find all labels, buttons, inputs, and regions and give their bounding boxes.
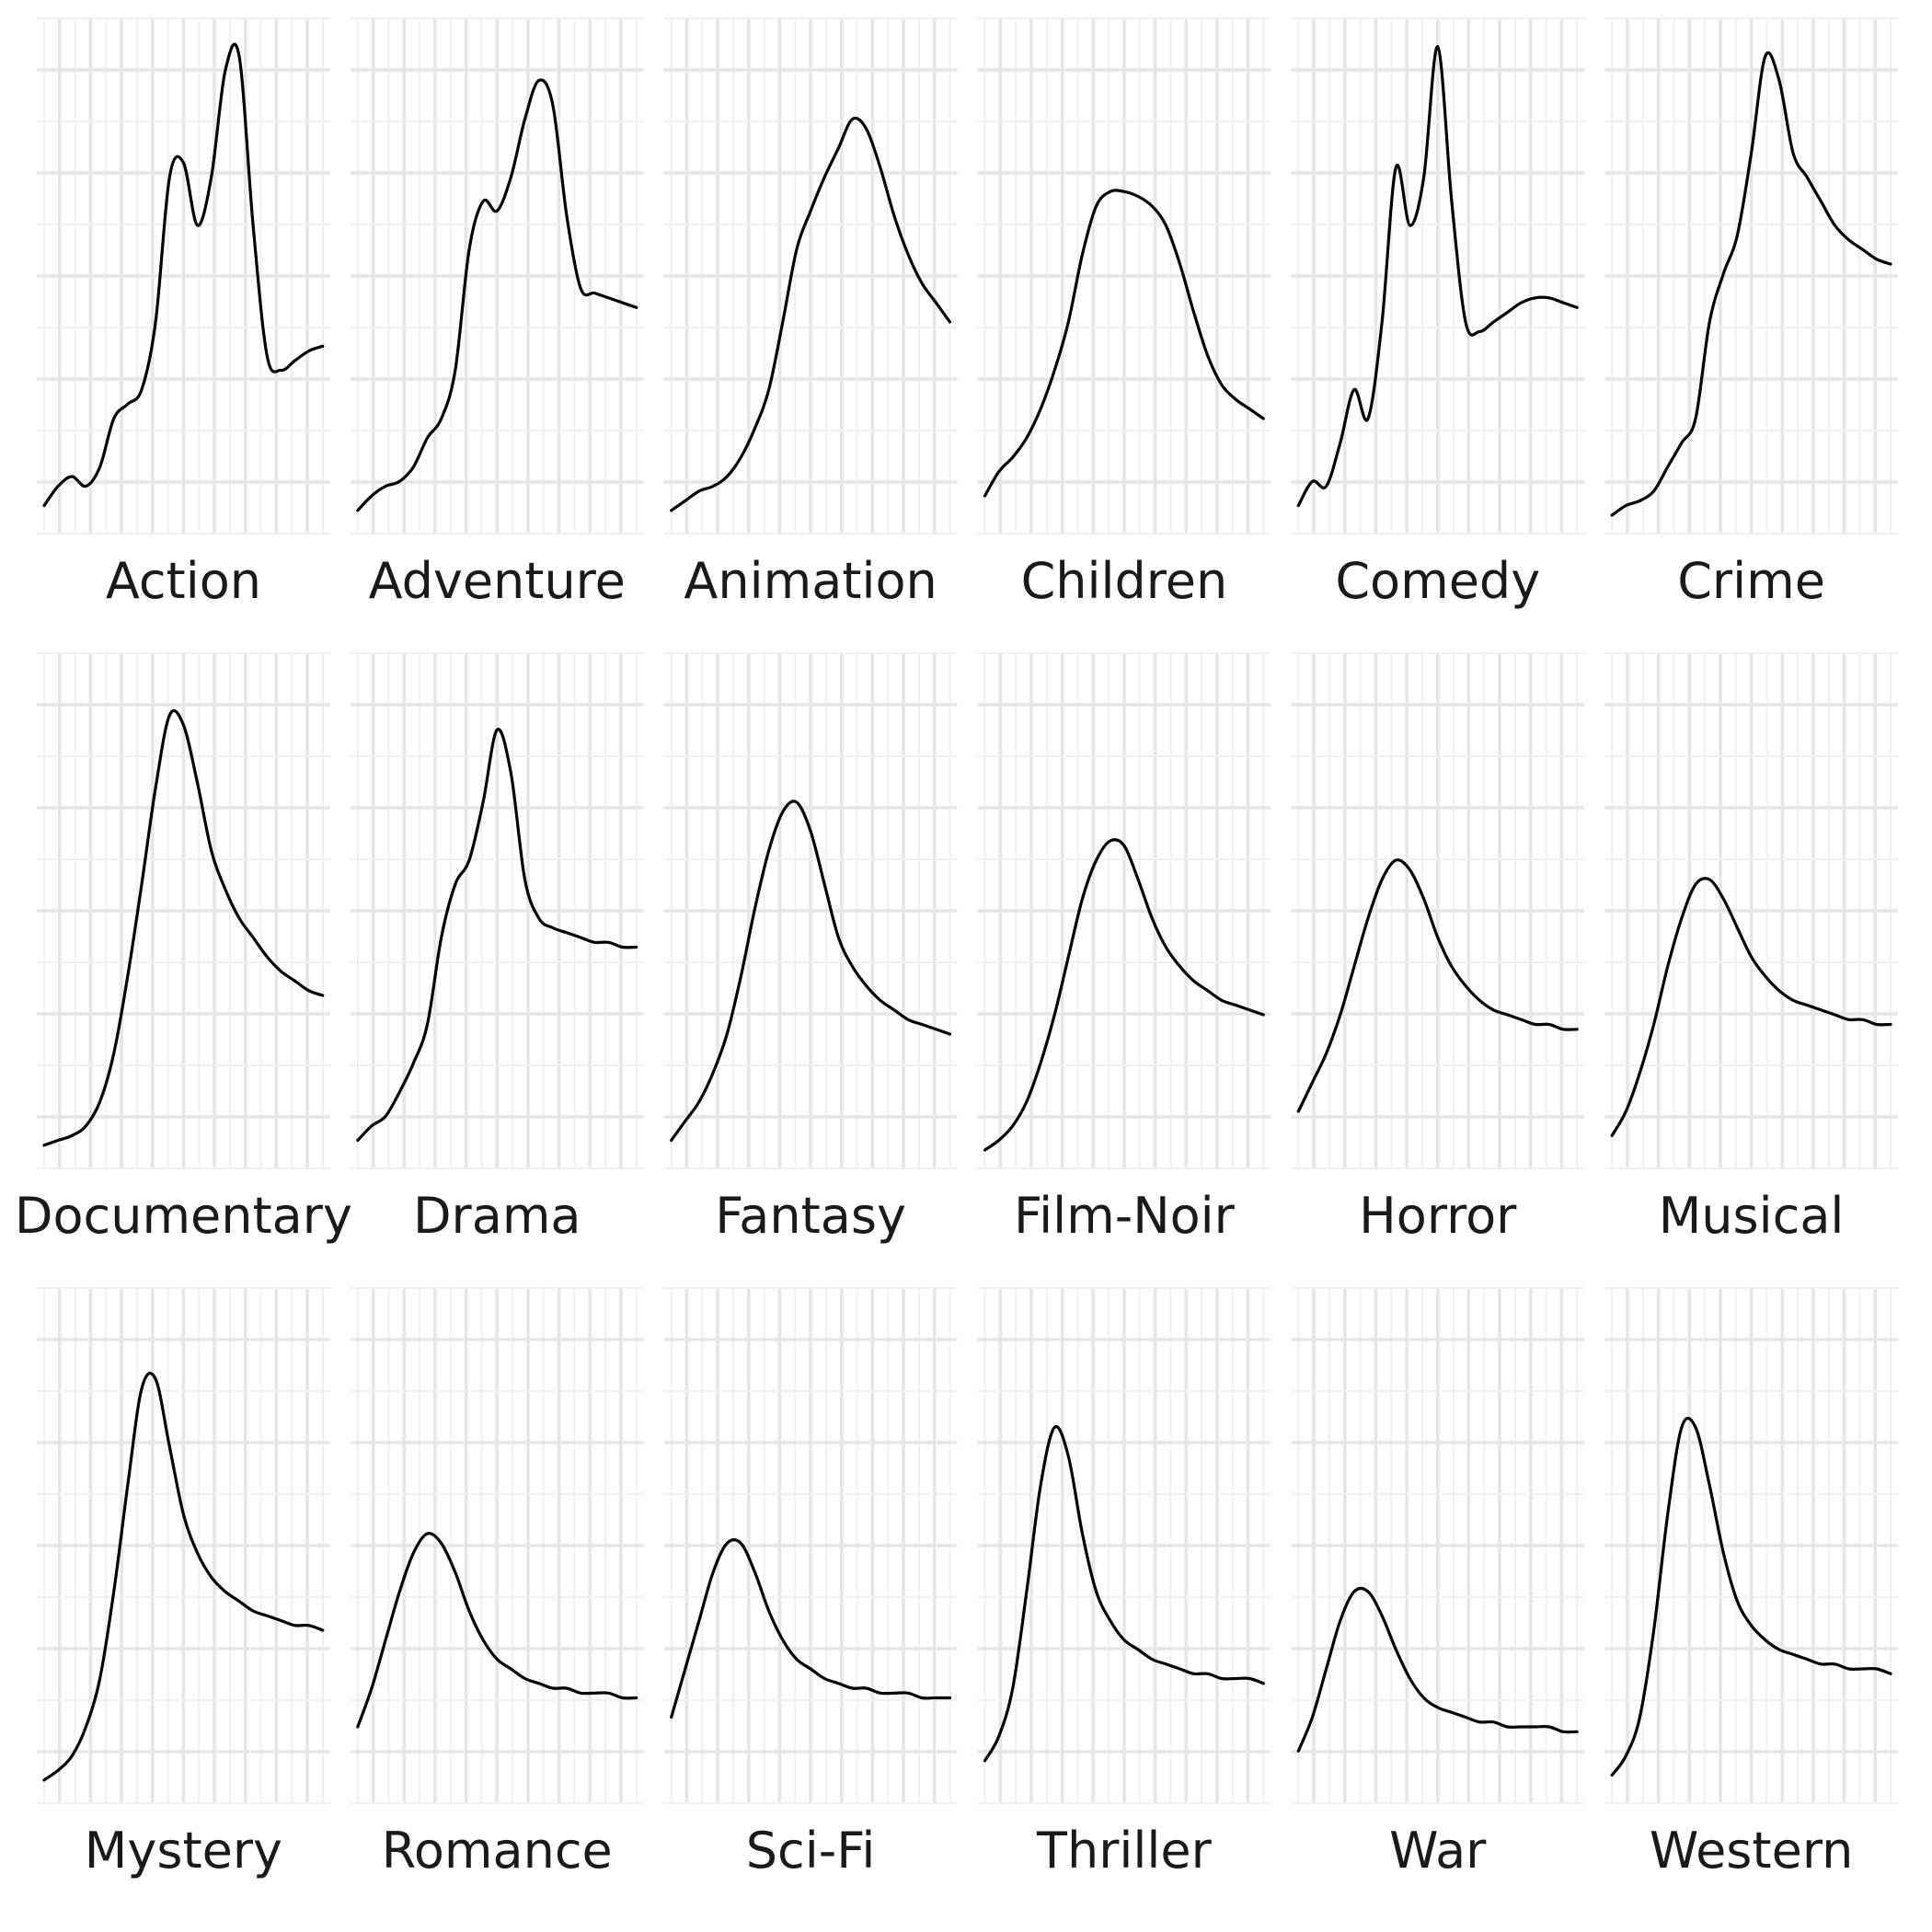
facet-panel-6: Crime — [1604, 17, 1898, 610]
facet-panel-15: Sci-Fi — [663, 1287, 958, 1880]
facet-panel-7: Documentary — [15, 652, 352, 1245]
facet-label: Children — [1021, 552, 1228, 610]
facet-panel-1: Action — [37, 17, 330, 610]
facet-panel-14: Romance — [350, 1287, 644, 1880]
density-line-animation — [670, 116, 952, 512]
density-line-action — [42, 42, 325, 508]
density-line-horror — [1296, 858, 1579, 1113]
facet-label: Comedy — [1335, 552, 1540, 610]
facet-label: Romance — [382, 1822, 613, 1880]
facet-label: Sci-Fi — [746, 1822, 876, 1880]
facet-label: Animation — [684, 552, 937, 610]
facet-panel-12: Musical — [1604, 652, 1898, 1245]
facet-label: Drama — [413, 1187, 581, 1245]
density-line-mystery — [42, 1372, 325, 1782]
facet-panel-18: Western — [1604, 1287, 1898, 1880]
density-line-children — [983, 189, 1265, 498]
facet-panel-8: Drama — [350, 652, 644, 1245]
facet-panel-16: Thriller — [977, 1287, 1271, 1880]
facet-panel-5: Comedy — [1291, 17, 1585, 610]
facet-panel-4: Children — [977, 17, 1271, 610]
facet-panel-17: War — [1291, 1287, 1585, 1880]
density-line-musical — [1610, 877, 1892, 1137]
density-line-film-noir — [983, 838, 1265, 1152]
density-line-western — [1610, 1417, 1892, 1777]
facet-label: Horror — [1359, 1187, 1517, 1245]
density-line-drama — [356, 728, 638, 1143]
density-line-crime — [1610, 51, 1892, 517]
density-line-fantasy — [670, 799, 952, 1143]
facet-label: War — [1389, 1822, 1487, 1880]
facet-label: Western — [1650, 1822, 1853, 1880]
facet-label: Crime — [1677, 552, 1825, 610]
facet-panel-2: Adventure — [350, 17, 644, 610]
facet-label: Fantasy — [715, 1187, 906, 1245]
density-line-war — [1296, 1586, 1579, 1753]
facet-label: Documentary — [15, 1187, 352, 1245]
facet-label: Adventure — [369, 552, 626, 610]
facet-label: Thriller — [1036, 1822, 1213, 1880]
density-line-romance — [356, 1532, 638, 1729]
facet-panel-11: Horror — [1291, 652, 1585, 1245]
facet-label: Film-Noir — [1014, 1187, 1236, 1245]
facet-panel-10: Film-Noir — [977, 652, 1271, 1245]
facet-label: Mystery — [85, 1822, 282, 1880]
density-line-adventure — [356, 78, 638, 512]
density-line-documentary — [42, 708, 325, 1147]
facet-label: Musical — [1659, 1187, 1845, 1245]
density-line-thriller — [983, 1424, 1265, 1763]
density-line-sci-fi — [670, 1538, 952, 1719]
density-line-comedy — [1296, 45, 1579, 508]
facet-label: Action — [106, 552, 261, 610]
facet-panel-3: Animation — [663, 17, 958, 610]
facet-panel-9: Fantasy — [663, 652, 958, 1245]
facet-panel-13: Mystery — [37, 1287, 330, 1880]
